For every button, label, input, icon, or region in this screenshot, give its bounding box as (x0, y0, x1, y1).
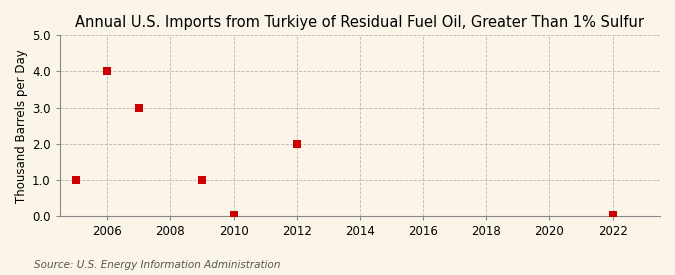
Point (608, 213, 618, 218)
Title: Annual U.S. Imports from Turkiye of Residual Fuel Oil, Greater Than 1% Sulfur: Annual U.S. Imports from Turkiye of Resi… (76, 15, 645, 30)
Point (102, 69, 113, 74)
Point (196, 178, 207, 182)
Point (70, 178, 81, 182)
Text: Source: U.S. Energy Information Administration: Source: U.S. Energy Information Administ… (34, 260, 280, 270)
Y-axis label: Thousand Barrels per Day: Thousand Barrels per Day (15, 49, 28, 202)
Point (228, 213, 239, 218)
Point (134, 105, 144, 110)
Point (292, 142, 302, 146)
